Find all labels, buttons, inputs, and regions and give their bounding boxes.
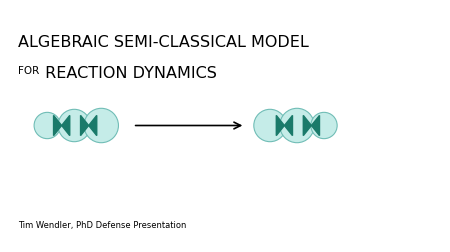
Text: Tim Wendler, PhD Defense Presentation: Tim Wendler, PhD Defense Presentation (18, 220, 186, 229)
Polygon shape (54, 116, 62, 136)
Text: REACTION DYNAMICS: REACTION DYNAMICS (40, 66, 216, 81)
Polygon shape (81, 116, 89, 136)
Circle shape (34, 113, 60, 139)
Polygon shape (62, 116, 70, 136)
Text: ALGEBRAIC SEMI-CLASSICAL MODEL: ALGEBRAIC SEMI-CLASSICAL MODEL (18, 35, 309, 50)
Circle shape (84, 109, 118, 143)
Circle shape (280, 109, 314, 143)
Polygon shape (89, 116, 97, 136)
Circle shape (58, 110, 90, 142)
Polygon shape (276, 116, 284, 136)
Text: FOR: FOR (18, 66, 39, 76)
Polygon shape (303, 116, 311, 136)
Polygon shape (284, 116, 292, 136)
Circle shape (311, 113, 337, 139)
Circle shape (254, 110, 286, 142)
Polygon shape (311, 116, 320, 136)
